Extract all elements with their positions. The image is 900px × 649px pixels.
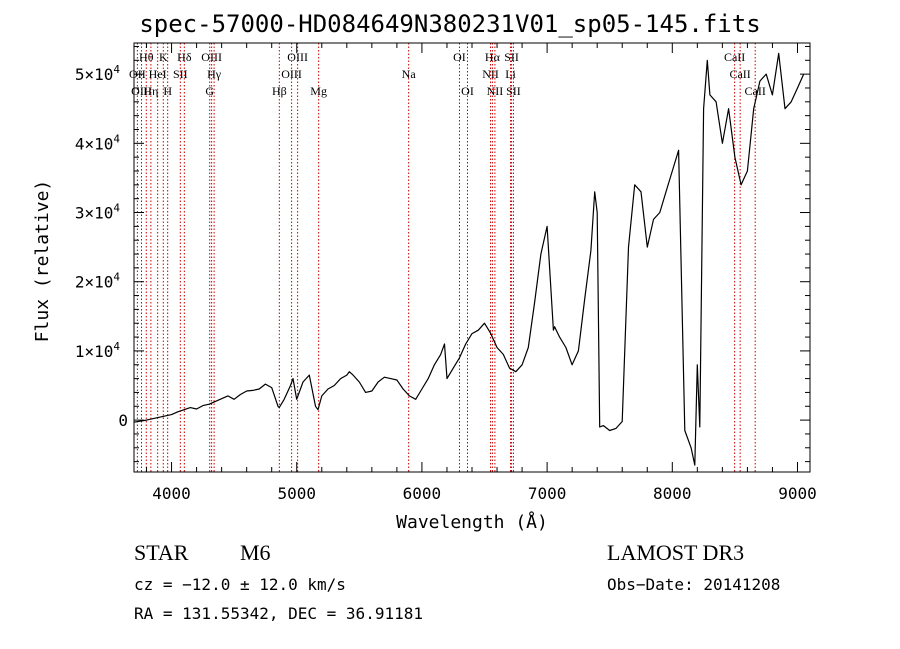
- x-tick-label-2: 6000: [403, 484, 442, 503]
- plot-frame: [133, 42, 811, 473]
- line-label-20: SII: [504, 50, 519, 64]
- object-class: STAR: [134, 540, 189, 565]
- spectral-line-markers: [136, 43, 756, 472]
- line-label-17: OI: [453, 50, 466, 64]
- redshift-cz: cz = −12.0 ± 12.0 km/s: [134, 575, 346, 594]
- x-tick-label-4: 8000: [653, 484, 692, 503]
- x-axis-label: Wavelength (Å): [396, 511, 548, 533]
- line-label-4: Hη: [143, 84, 158, 98]
- line-label-15: Mg: [310, 84, 327, 98]
- y-tick-label-1: 1×104: [75, 340, 121, 361]
- line-label-23: NII: [487, 84, 504, 98]
- chart-axes: [133, 42, 811, 473]
- line-label-18: OI: [461, 84, 474, 98]
- y-tick-exponent: 4: [113, 132, 120, 145]
- coordinates: RA = 131.55342, DEC = 36.91181: [134, 604, 423, 623]
- y-tick-label-0: 0: [118, 411, 128, 430]
- y-tick-exponent: 4: [113, 271, 120, 284]
- line-label-24: SII: [506, 84, 521, 98]
- line-label-26: CaII: [729, 67, 750, 81]
- line-label-3: HeI: [149, 67, 167, 81]
- y-axis-label: Flux (relative): [32, 180, 53, 343]
- line-label-0: Hθ: [139, 50, 154, 64]
- line-label-22: Li: [505, 67, 516, 81]
- y-tick-exponent: 4: [113, 340, 120, 353]
- chart-title: spec-57000-HD084649N380231V01_sp05-145.f…: [139, 10, 761, 38]
- object-subclass: M6: [240, 540, 271, 565]
- y-tick-exponent: 4: [113, 202, 120, 215]
- y-tick-label-3: 3×104: [75, 202, 121, 223]
- y-tick-label-2: 2×104: [75, 271, 121, 292]
- y-tick-label-5: 5×104: [75, 63, 121, 84]
- line-label-9: OIII: [201, 50, 222, 64]
- line-label-14: Hβ: [272, 84, 287, 98]
- line-label-10: Hγ: [207, 67, 222, 81]
- line-label-7: H: [163, 84, 172, 98]
- line-label-19: Hα: [485, 50, 501, 64]
- line-label-27: CaII: [745, 84, 766, 98]
- x-tick-label-3: 7000: [528, 484, 567, 503]
- x-tick-label-0: 4000: [152, 484, 191, 503]
- line-label-12: OIII: [287, 50, 308, 64]
- y-tick-label-4: 4×104: [75, 132, 121, 153]
- chart-ticks: 4000 5000 6000 7000 8000 9000 0 1×104 2×104 3×104…: [75, 43, 817, 503]
- line-label-25: CaII: [724, 50, 745, 64]
- line-label-5: K: [159, 50, 168, 64]
- line-label-8: Hδ: [177, 50, 192, 64]
- x-tick-label-1: 5000: [277, 484, 316, 503]
- line-label-11: G: [205, 84, 214, 98]
- spectrum-series: [133, 52, 805, 466]
- line-label-16: Na: [402, 67, 417, 81]
- spectrum-line: [133, 52, 805, 466]
- line-label-6: SII: [173, 67, 188, 81]
- line-label-13: OIII: [281, 67, 302, 81]
- x-tick-label-5: 9000: [778, 484, 817, 503]
- survey-name: LAMOST DR3: [607, 540, 745, 565]
- observation-date: Obs−Date: 20141208: [607, 575, 781, 594]
- line-label-21: NII: [482, 67, 499, 81]
- y-tick-exponent: 4: [113, 63, 120, 76]
